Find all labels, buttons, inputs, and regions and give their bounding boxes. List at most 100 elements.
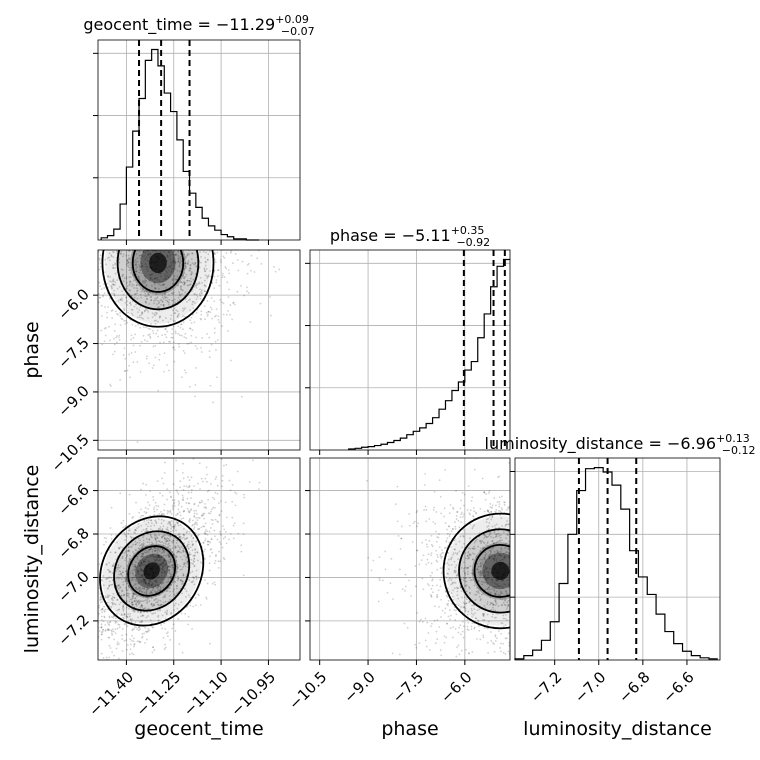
sample-point (136, 287, 139, 290)
sample-point (121, 233, 123, 235)
sample-point (200, 318, 203, 321)
sample-point (158, 585, 160, 588)
sample-point (493, 497, 496, 499)
sample-point (454, 571, 457, 574)
sample-point (154, 538, 157, 540)
sample-point (133, 552, 135, 555)
sample-point (116, 341, 118, 344)
sample-point (138, 684, 140, 686)
sample-point (169, 220, 171, 222)
sample-point (508, 461, 510, 464)
sample-point (119, 324, 122, 327)
sample-point (161, 627, 164, 630)
sample-point (160, 563, 163, 566)
sample-point (191, 570, 194, 573)
sample-point (121, 255, 124, 258)
sample-point (553, 612, 555, 614)
sample-point (93, 274, 95, 276)
sample-point (164, 643, 167, 646)
sample-point (459, 516, 462, 519)
sample-point (183, 280, 185, 283)
sample-point (91, 278, 93, 280)
sample-point (132, 551, 134, 553)
sample-point (189, 519, 191, 522)
sample-point (204, 274, 207, 277)
sample-point (106, 629, 109, 631)
sample-point (141, 164, 143, 166)
sample-point (158, 565, 161, 567)
sample-point (490, 602, 493, 605)
sample-point (129, 376, 131, 379)
sample-point (519, 612, 521, 614)
sample-point (414, 565, 417, 567)
sample-point (150, 257, 152, 260)
sample-point (144, 244, 146, 246)
sample-point (495, 616, 497, 619)
sample-point (143, 174, 145, 176)
sample-point (126, 264, 129, 267)
sample-point (537, 652, 539, 654)
sample-point (145, 280, 148, 282)
sample-point (520, 542, 522, 544)
sample-point (537, 562, 539, 564)
sample-point (172, 260, 174, 263)
sample-point (535, 608, 537, 610)
sample-point (167, 566, 170, 568)
sample-point (203, 517, 206, 520)
sample-point (171, 278, 174, 281)
sample-point (142, 317, 145, 320)
sample-point (496, 551, 499, 554)
sample-point (134, 543, 137, 546)
sample-point (143, 282, 146, 285)
sample-point (188, 502, 191, 505)
sample-point (176, 579, 179, 582)
sample-point (131, 285, 133, 288)
sample-point (466, 555, 469, 557)
sample-point (486, 567, 489, 569)
sample-point (491, 574, 494, 577)
sample-point (521, 579, 523, 581)
sample-point (139, 198, 141, 200)
sample-point (129, 302, 131, 304)
sample-point (145, 590, 148, 593)
sample-point (621, 547, 623, 549)
sample-point (556, 545, 558, 547)
sample-point (158, 593, 161, 596)
sample-point (162, 284, 165, 286)
sample-point (117, 300, 120, 302)
sample-point (191, 244, 193, 246)
sample-point (136, 572, 139, 575)
sample-point (45, 276, 47, 278)
sample-point (223, 276, 226, 278)
sample-point (154, 193, 156, 195)
sample-point (449, 533, 451, 536)
sample-point (186, 543, 189, 546)
sample-point (167, 321, 170, 324)
sample-point (155, 579, 158, 582)
sample-point (170, 583, 173, 586)
sample-point (204, 264, 207, 267)
sample-point (189, 546, 192, 549)
sample-point (141, 600, 144, 603)
sample-point (492, 603, 494, 606)
sample-point (177, 296, 180, 299)
sample-point (234, 491, 236, 494)
sample-point (165, 540, 168, 543)
sample-point (168, 587, 171, 590)
sample-point (114, 603, 117, 606)
sample-point (174, 602, 177, 605)
sample-point (118, 339, 121, 341)
sample-point (150, 554, 153, 557)
sample-point (127, 209, 129, 211)
sample-point (511, 598, 513, 600)
sample-point (491, 547, 493, 550)
sample-point (454, 582, 457, 584)
sample-point (144, 583, 147, 585)
sample-point (155, 581, 158, 584)
sample-point (138, 544, 141, 547)
sample-point (485, 567, 487, 570)
sample-point (188, 269, 190, 272)
sample-point (129, 671, 131, 673)
sample-point (481, 574, 483, 577)
sample-point (170, 526, 173, 528)
